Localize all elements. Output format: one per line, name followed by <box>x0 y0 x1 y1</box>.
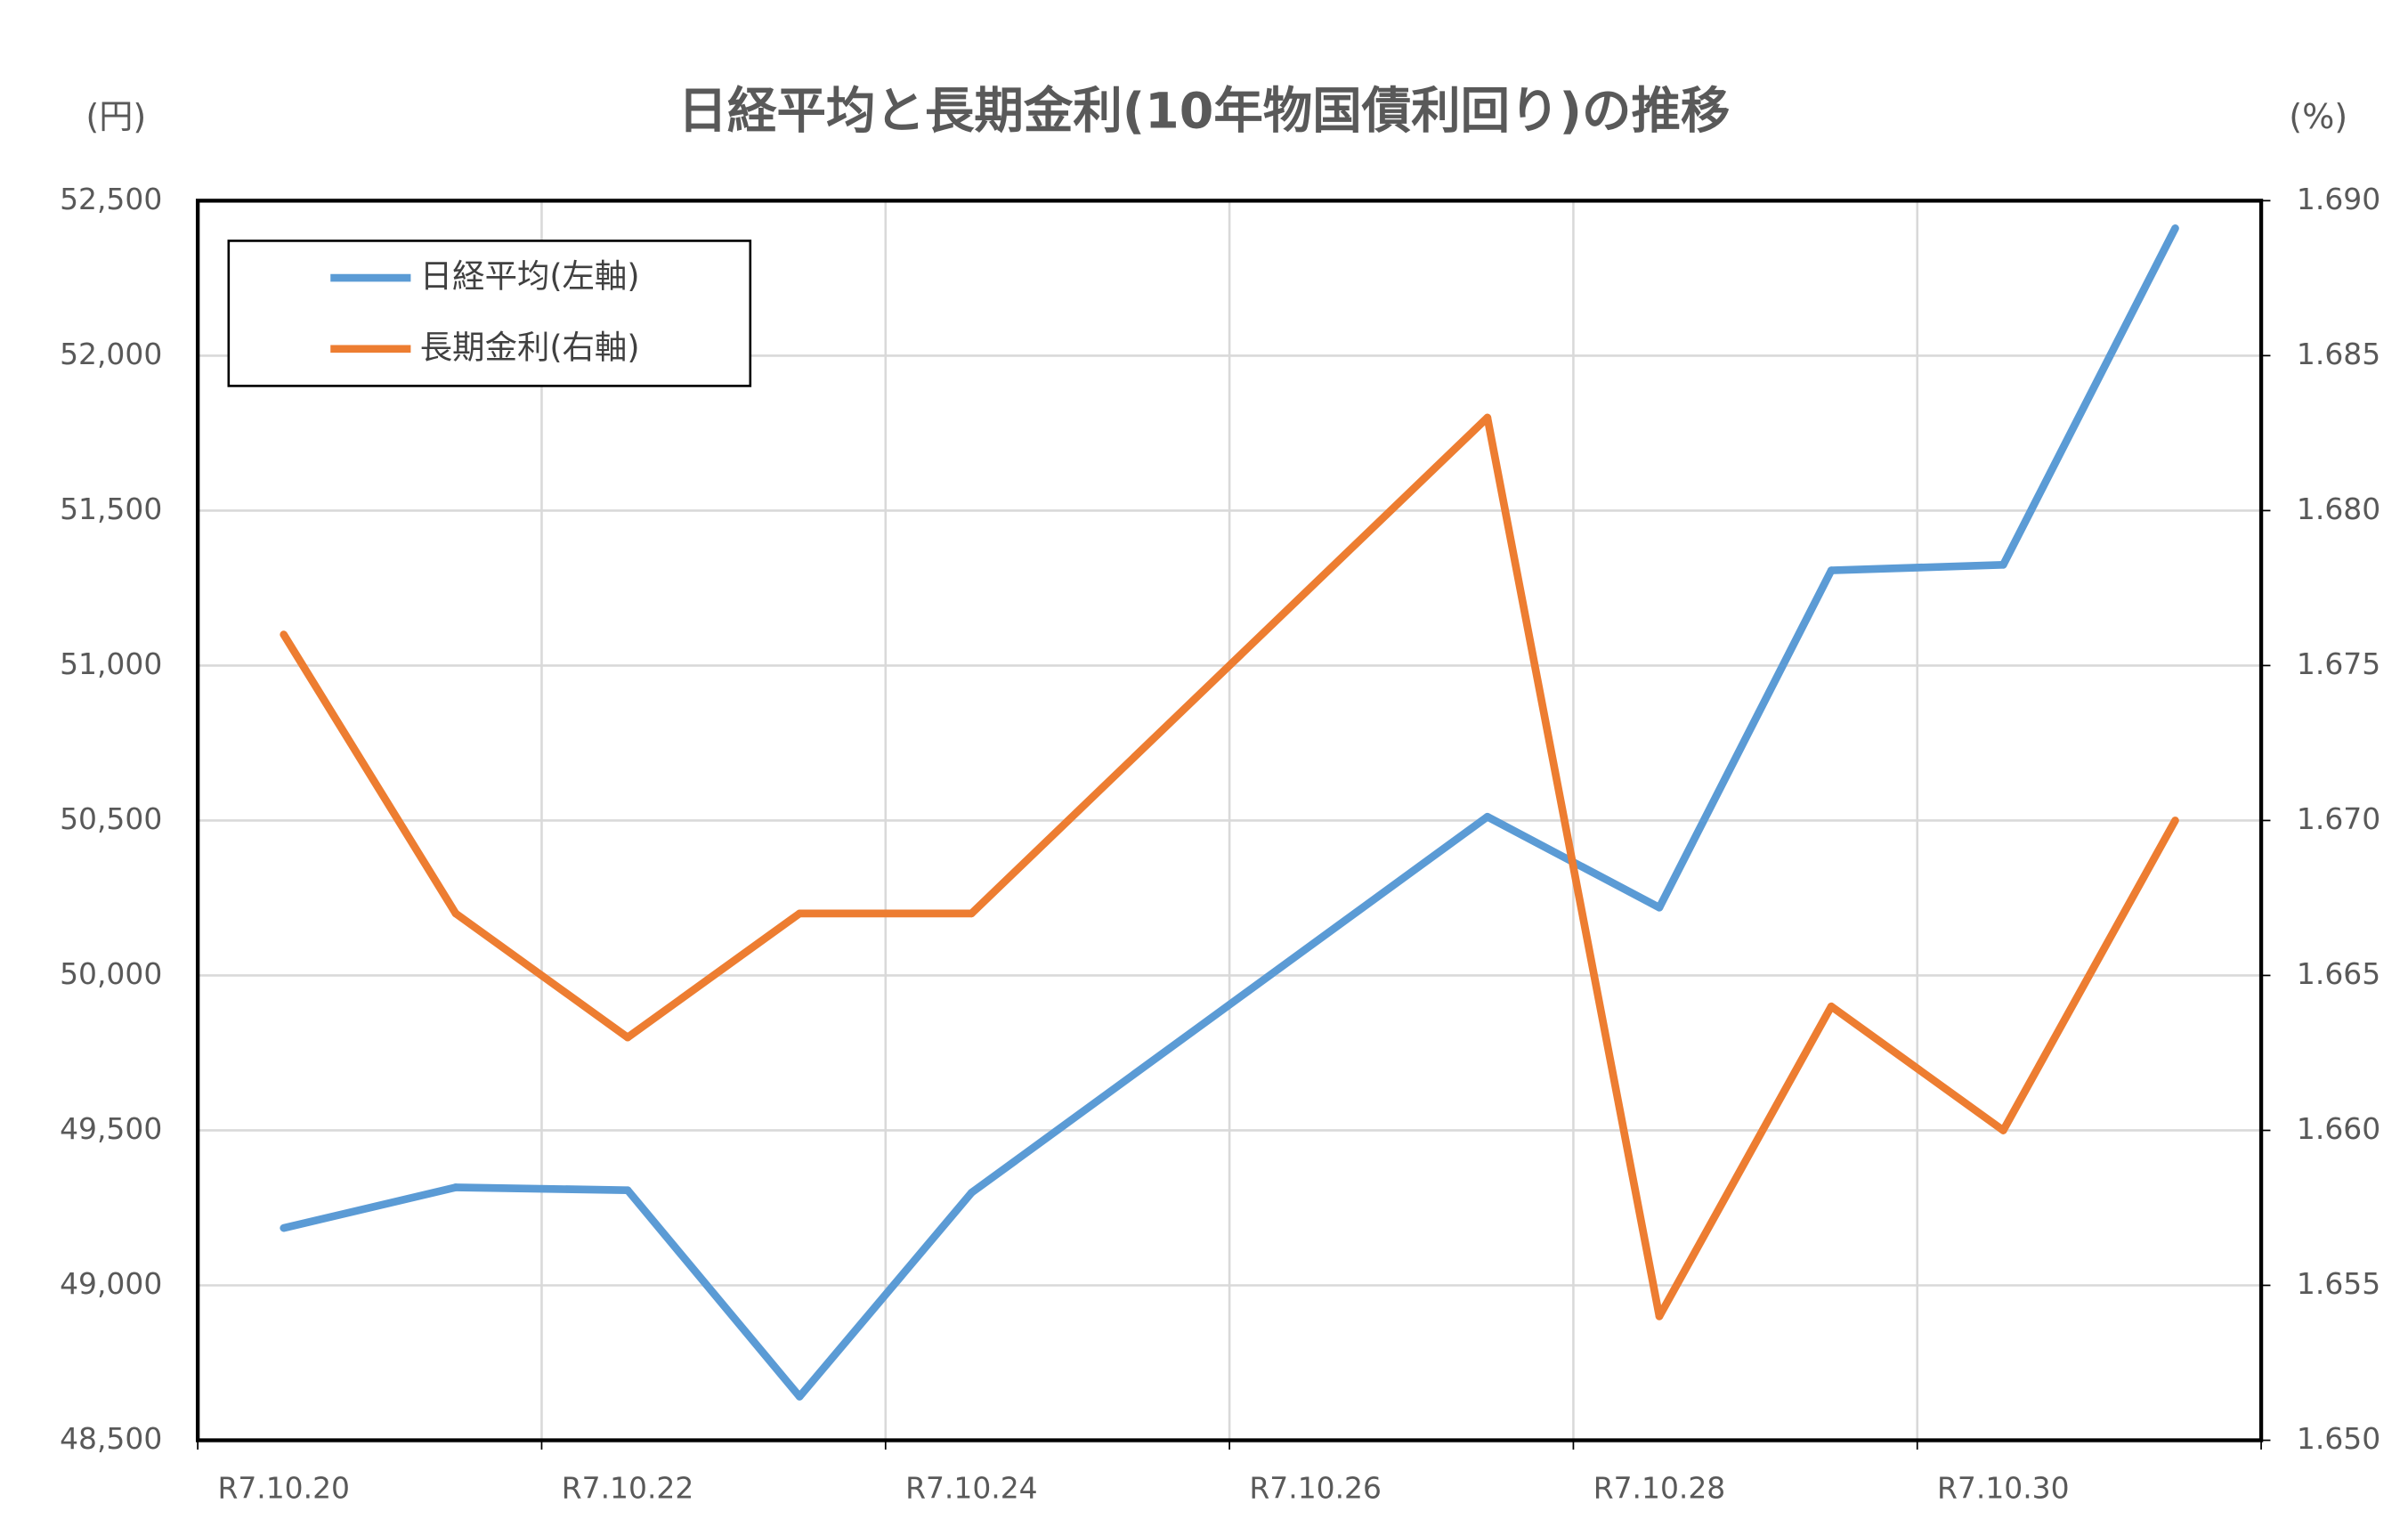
line-segment <box>1483 413 1664 1321</box>
y-tick-label: 49,500 <box>60 1111 162 1146</box>
legend-label: 日経平均(左軸) <box>420 257 640 296</box>
line-segment <box>1655 566 1836 912</box>
line-segment <box>1655 1002 1836 1321</box>
y2-tick-label: 1.670 <box>2297 801 2380 836</box>
plot-frame <box>195 199 2264 1443</box>
line-segment <box>1999 817 2179 1134</box>
legend-label: 長期金利(右軸) <box>420 328 640 366</box>
x-tick-label: R7.10.20 <box>217 1470 350 1505</box>
y2-tick-label: 1.650 <box>2297 1421 2380 1456</box>
x-tick-label: R7.10.30 <box>1937 1470 2070 1505</box>
y-tick-label: 52,500 <box>60 182 162 216</box>
y2-tick-label: 1.675 <box>2297 646 2380 681</box>
chart-title: 日経平均と長期金利(10年物国債利回り)の推移 <box>678 83 1731 140</box>
line-segment <box>280 630 460 918</box>
y-tick-label: 50,500 <box>60 801 162 836</box>
line-segment <box>623 909 804 1042</box>
y-axis-unit: (円) <box>85 97 146 136</box>
line-segment <box>1827 560 2007 574</box>
line-segment <box>451 1183 632 1194</box>
y2-axis-unit: (%) <box>2289 97 2347 136</box>
y2-tick-label: 1.655 <box>2297 1266 2380 1301</box>
y2-tick-label: 1.685 <box>2297 337 2380 371</box>
line-segment <box>795 1189 976 1401</box>
line-segment <box>1827 1002 2007 1134</box>
y2-tick-label: 1.680 <box>2297 492 2380 526</box>
y2-tick-label: 1.690 <box>2297 182 2380 216</box>
x-tick-label: R7.10.22 <box>562 1470 694 1505</box>
line-segment <box>968 812 1492 1197</box>
line-segment <box>451 909 632 1042</box>
x-tick-label: R7.10.28 <box>1593 1470 1726 1505</box>
x-tick-label: R7.10.24 <box>905 1470 1038 1505</box>
y2-tick-label: 1.660 <box>2297 1111 2380 1146</box>
line-segment <box>968 413 1492 918</box>
y2-tick-label: 1.665 <box>2297 956 2380 991</box>
line-segment <box>1999 224 2179 569</box>
y-tick-label: 51,000 <box>60 646 162 681</box>
line-segment <box>280 1183 460 1232</box>
y-tick-label: 51,500 <box>60 492 162 526</box>
y-tick-label: 48,500 <box>60 1421 162 1456</box>
line-segment <box>623 1186 804 1401</box>
legend-box <box>227 240 752 387</box>
y-tick-label: 49,000 <box>60 1266 162 1301</box>
y-tick-label: 52,000 <box>60 337 162 371</box>
x-tick-label: R7.10.26 <box>1249 1470 1382 1505</box>
y-tick-label: 50,000 <box>60 956 162 991</box>
